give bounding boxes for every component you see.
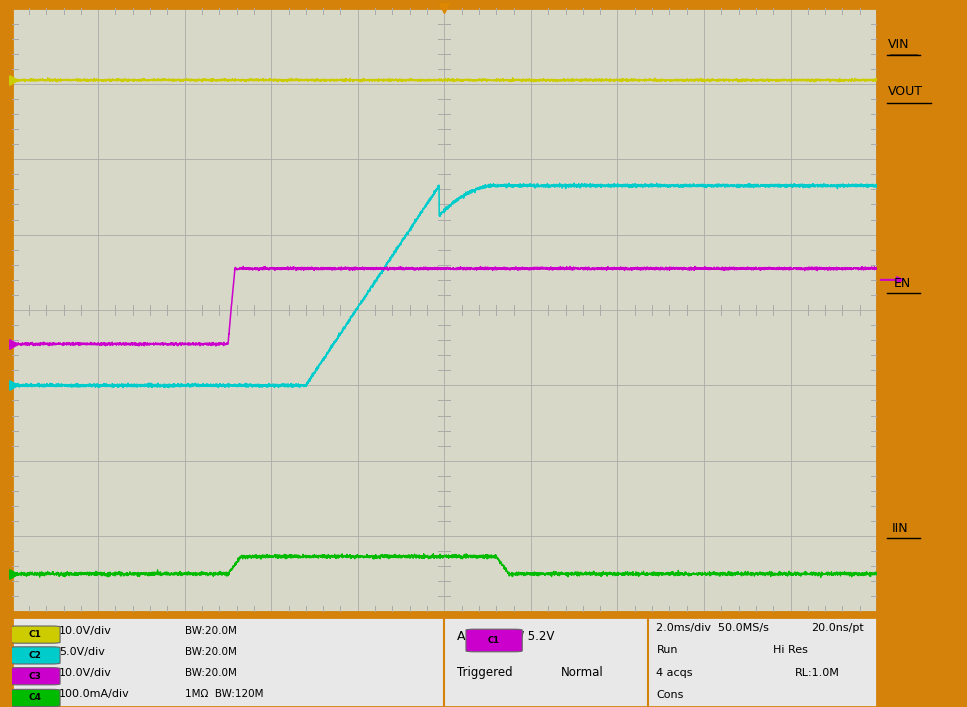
Text: Hi Res: Hi Res <box>774 645 808 655</box>
Text: C2: C2 <box>29 651 42 660</box>
FancyBboxPatch shape <box>10 647 60 664</box>
Text: Cons: Cons <box>657 690 684 700</box>
Text: / 5.2V: / 5.2V <box>519 630 554 643</box>
FancyBboxPatch shape <box>10 626 60 643</box>
Text: Run: Run <box>657 645 678 655</box>
Text: 5.0V/div: 5.0V/div <box>59 647 105 657</box>
Text: EN: EN <box>894 277 911 290</box>
Text: RL:1.0M: RL:1.0M <box>795 667 839 677</box>
Text: C4: C4 <box>28 694 42 703</box>
Text: Normal: Normal <box>561 666 604 679</box>
Text: BW:20.0M: BW:20.0M <box>185 626 237 636</box>
Text: BW:20.0M: BW:20.0M <box>185 647 237 657</box>
Text: IIN: IIN <box>892 522 908 535</box>
Text: 10.0V/div: 10.0V/div <box>59 626 112 636</box>
Text: BW:20.0M: BW:20.0M <box>185 667 237 677</box>
Text: VIN: VIN <box>888 38 909 51</box>
FancyBboxPatch shape <box>466 629 522 652</box>
Text: VOUT: VOUT <box>888 85 923 98</box>
Text: 4 acqs: 4 acqs <box>657 667 693 677</box>
Text: C3: C3 <box>29 672 42 681</box>
Text: A: A <box>457 630 466 643</box>
FancyBboxPatch shape <box>10 667 60 685</box>
Text: 2.0ms/div  50.0MS/s: 2.0ms/div 50.0MS/s <box>657 624 770 633</box>
Text: Triggered: Triggered <box>457 666 513 679</box>
Text: 1MΩ  BW:120M: 1MΩ BW:120M <box>185 689 263 699</box>
Text: 100.0mA/div: 100.0mA/div <box>59 689 130 699</box>
Text: 20.0ns/pt: 20.0ns/pt <box>811 624 864 633</box>
FancyBboxPatch shape <box>10 689 60 706</box>
Text: C1: C1 <box>29 630 42 639</box>
Text: 10.0V/div: 10.0V/div <box>59 667 112 677</box>
Text: C1: C1 <box>488 636 500 645</box>
